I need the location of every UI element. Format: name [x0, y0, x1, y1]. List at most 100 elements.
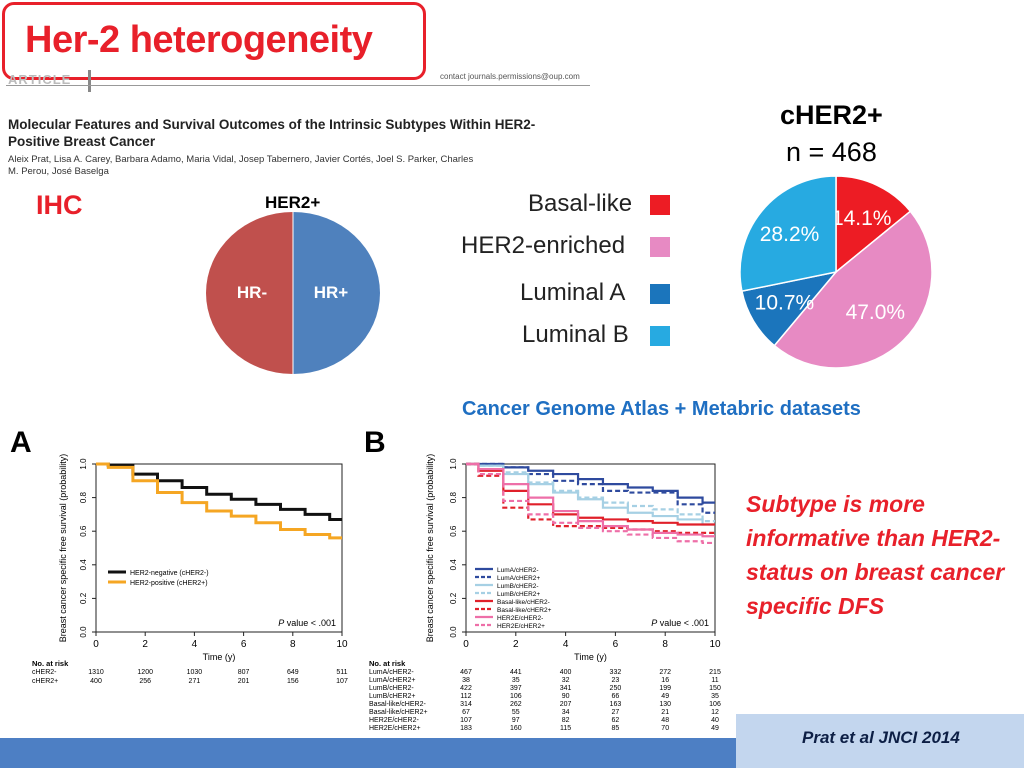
- cher2-slice-luminal-b: [739, 175, 837, 293]
- risk-count: 1200: [137, 669, 153, 676]
- y-tick-label: 0.0: [449, 626, 458, 638]
- risk-row-label: LumB/cHER2+: [369, 693, 416, 700]
- ihc-slice-hr-pos: [293, 212, 380, 374]
- legend-item-basal: Basal-like: [528, 190, 632, 218]
- y-axis-label: Breast cancer specific free survival (pr…: [425, 454, 435, 643]
- slide-title: Her-2 heterogeneity: [25, 19, 373, 61]
- km-curve-lumb-cher2: [466, 462, 715, 523]
- x-tick-label: 10: [709, 639, 721, 650]
- legend-label-basal-like-cher2: Basal-like/cHER2-: [497, 599, 550, 606]
- ihc-label: IHC: [36, 190, 83, 220]
- risk-count: 70: [661, 725, 669, 732]
- risk-table-header: No. at risk: [369, 659, 406, 668]
- legend-swatch-luma: [650, 284, 670, 304]
- risk-row-label: HER2E/cHER2-: [369, 717, 419, 724]
- risk-count: 62: [612, 717, 620, 724]
- cher2-slice-her2-enriched: [773, 210, 933, 369]
- risk-count: 400: [90, 678, 102, 685]
- risk-count: 649: [287, 669, 299, 676]
- x-tick-label: 8: [662, 639, 668, 650]
- cher2-pie-chart: 14.1% 47.0% 10.7% 28.2%: [739, 175, 933, 369]
- x-tick-label: 10: [336, 639, 348, 650]
- x-axis-label: Time (y): [574, 652, 607, 662]
- risk-count: 21: [661, 709, 669, 716]
- km-curve-her2e-cher2: [466, 462, 715, 545]
- risk-count: 107: [336, 678, 348, 685]
- risk-count: 807: [238, 669, 250, 676]
- risk-count: 115: [560, 725, 571, 732]
- risk-count: 32: [562, 677, 570, 684]
- cher2-slice-label-luminal-a: 10.7%: [755, 292, 815, 315]
- panel-label-b: B: [364, 426, 386, 459]
- risk-count: 163: [610, 701, 622, 708]
- contact-line-text: contact journals.permissions@oup.com: [440, 72, 580, 81]
- citation-box: [736, 714, 1024, 768]
- risk-count: 256: [139, 678, 151, 685]
- x-tick-label: 4: [192, 639, 198, 650]
- risk-count: 106: [709, 701, 721, 708]
- legend-label: Basal-like: [528, 190, 633, 217]
- legend-label-her2e-cher2: HER2E/cHER2-: [497, 615, 543, 622]
- y-tick-label: 0.4: [79, 559, 88, 571]
- risk-count: 85: [612, 725, 620, 732]
- risk-count: 314: [460, 701, 472, 708]
- ihc-slice-hr-neg: [206, 212, 293, 374]
- risk-count: 150: [709, 685, 721, 692]
- risk-count: 38: [462, 677, 470, 684]
- risk-count: 215: [709, 669, 721, 676]
- ihc-slice-label-hr-pos: HR+: [314, 283, 349, 302]
- risk-count: 48: [661, 717, 669, 724]
- slide-title-box: Her-2 heterogeneity: [2, 2, 426, 80]
- paper-title: Molecular Features and Survival Outcomes…: [8, 117, 536, 149]
- cher2-slice-basal-like: [835, 175, 912, 274]
- risk-count: 90: [562, 693, 570, 700]
- risk-count: 332: [610, 669, 622, 676]
- legend-item-luma: Luminal A: [520, 279, 625, 307]
- risk-count: 11: [711, 677, 718, 684]
- legend-label-lumb-cher2: LumB/cHER2-: [497, 583, 539, 590]
- risk-count: 82: [562, 717, 570, 724]
- risk-count: 271: [189, 678, 201, 685]
- legend-item-lumb: Luminal B: [522, 321, 629, 349]
- risk-row-label: LumA/cHER2+: [369, 677, 416, 684]
- y-tick-label: 0.8: [449, 491, 458, 503]
- risk-row-label: Basal-like/cHER2+: [369, 709, 428, 716]
- risk-count: 262: [510, 701, 522, 708]
- risk-count: 55: [512, 709, 520, 716]
- x-tick-label: 2: [142, 639, 148, 650]
- risk-count: 66: [612, 693, 620, 700]
- km-plot-a: 0.0 0.2 0.4 0.6 0.8 1.0 0 2 4 6 8 10 Time (y) Breast …: [32, 454, 348, 685]
- cher2-slice-label-luminal-b: 28.2%: [760, 223, 820, 246]
- y-tick-label: 0.8: [79, 491, 88, 503]
- risk-count: 23: [612, 677, 620, 684]
- legend-item-her2e: HER2-enriched: [461, 232, 625, 260]
- km-curve-her2-positive-cher2: [96, 462, 342, 540]
- ihc-slice-label-hr-neg: HR-: [237, 283, 267, 302]
- legend-label-her2e-cher2: HER2E/cHER2+: [497, 623, 545, 630]
- risk-count: 422: [460, 685, 472, 692]
- risk-count: 441: [510, 669, 522, 676]
- p-value: P value < .001: [278, 618, 336, 628]
- datasets-label: Cancer Genome Atlas + Metabric datasets: [462, 398, 861, 420]
- cher2-slice-label-basal-like: 14.1%: [832, 207, 892, 230]
- legend-swatch-lumb: [650, 326, 670, 346]
- ihc-pie-title: HER2+: [265, 193, 321, 212]
- legend-label-lumb-cher2: LumB/cHER2+: [497, 591, 540, 598]
- risk-count: 400: [560, 669, 572, 676]
- km-plot-b: 0.0 0.2 0.4 0.6 0.8 1.0 0 2 4 6 8 10 Time (y) Breast …: [369, 454, 721, 732]
- legend-label-her2-negative-cher2: HER2-negative (cHER2-): [130, 570, 209, 577]
- risk-count: 250: [610, 685, 622, 692]
- legend-swatch-her2e: [650, 237, 670, 257]
- risk-count: 67: [462, 709, 470, 716]
- paper-authors: Aleix Prat, Lisa A. Carey, Barbara Adamo…: [8, 154, 474, 177]
- risk-count: 97: [512, 717, 520, 724]
- plot-frame: [465, 463, 716, 633]
- risk-count: 160: [510, 725, 522, 732]
- y-tick-label: 0.6: [449, 525, 458, 537]
- risk-row-label: Basal-like/cHER2-: [369, 701, 426, 708]
- risk-count: 106: [510, 693, 522, 700]
- legend-label: Luminal A: [520, 279, 626, 306]
- panel-label-a: A: [10, 426, 32, 459]
- y-tick-label: 0.0: [79, 626, 88, 638]
- x-axis-label: Time (y): [203, 652, 236, 662]
